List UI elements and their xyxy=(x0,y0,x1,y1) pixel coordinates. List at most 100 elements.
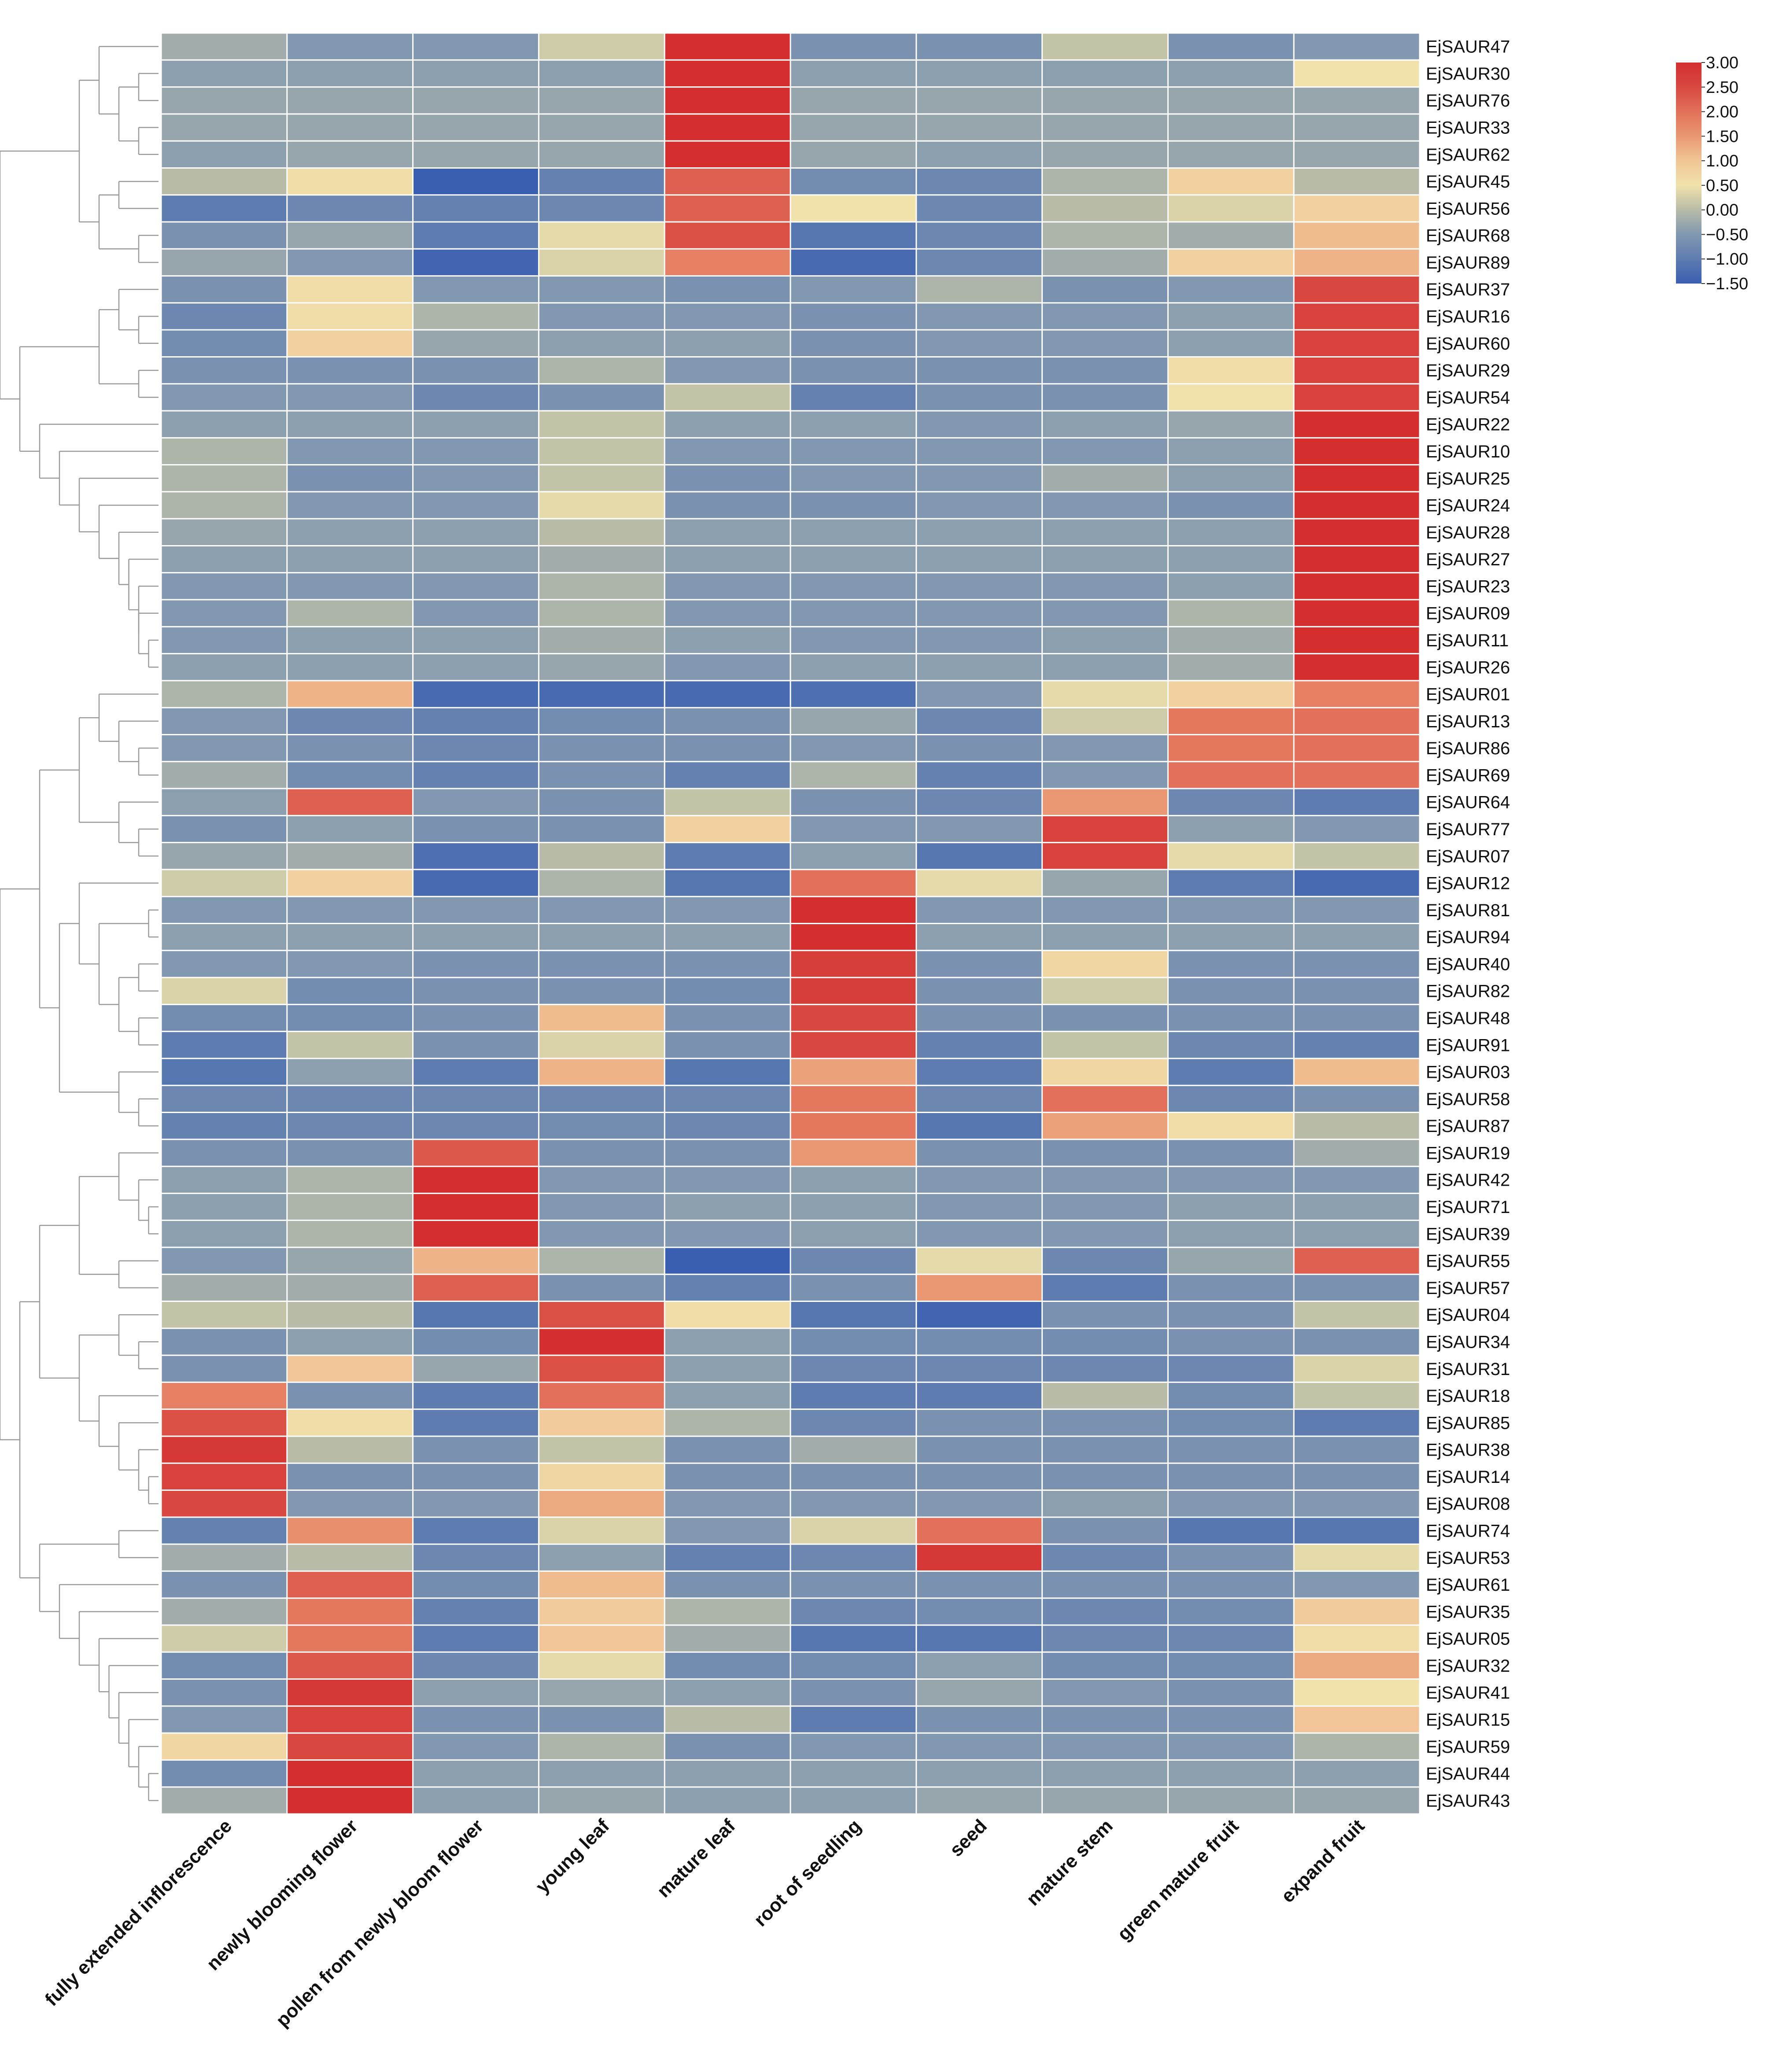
heatmap-cell xyxy=(790,276,917,303)
heatmap-cell xyxy=(1294,1706,1420,1733)
heatmap-cell xyxy=(664,330,791,357)
heatmap-cell xyxy=(539,1436,665,1464)
heatmap-cell xyxy=(1168,60,1294,88)
heatmap-cell xyxy=(1294,222,1420,249)
row-label: EjSAUR13 xyxy=(1426,712,1510,731)
heatmap-cell xyxy=(1294,1355,1420,1383)
row-label: EjSAUR19 xyxy=(1426,1143,1510,1163)
cell-gridlines xyxy=(160,32,1421,1815)
heatmap-cell xyxy=(1168,1193,1294,1221)
heatmap-cell xyxy=(664,1220,791,1248)
row-label: EjSAUR28 xyxy=(1426,523,1510,542)
heatmap-cell xyxy=(413,923,539,951)
heatmap-cell xyxy=(1042,923,1168,951)
heatmap-cell xyxy=(539,842,665,870)
heatmap-cell xyxy=(161,168,288,195)
heatmap-cell xyxy=(1294,195,1420,222)
heatmap-cell xyxy=(790,1301,917,1329)
row-label: EjSAUR24 xyxy=(1426,496,1510,516)
heatmap-cell xyxy=(413,1193,539,1221)
heatmap-cell xyxy=(1294,1409,1420,1437)
heatmap-cell xyxy=(664,1031,791,1059)
heatmap-cell xyxy=(413,168,539,195)
heatmap-cell xyxy=(916,842,1043,870)
heatmap-cell xyxy=(1042,60,1168,88)
heatmap-cell xyxy=(539,1409,665,1437)
heatmap-cell xyxy=(916,789,1043,816)
column-label: fully extended inflorescence xyxy=(41,1815,236,2010)
heatmap-cell xyxy=(161,1571,288,1599)
heatmap-cell xyxy=(664,1787,791,1814)
heatmap-cell xyxy=(413,1382,539,1410)
heatmap-cell xyxy=(790,87,917,114)
heatmap-cell xyxy=(664,1328,791,1356)
column-label: green mature fruit xyxy=(1113,1815,1243,1945)
heatmap-cell xyxy=(1294,276,1420,303)
heatmap-cell xyxy=(790,1382,917,1410)
colorbar-tick-label: 2.00 xyxy=(1706,103,1738,122)
row-label: EjSAUR53 xyxy=(1426,1548,1510,1568)
heatmap-cell xyxy=(916,572,1043,600)
heatmap-cell xyxy=(413,1355,539,1383)
row-label: EjSAUR15 xyxy=(1426,1710,1510,1729)
heatmap-cell xyxy=(1168,491,1294,519)
heatmap-cell xyxy=(1168,680,1294,708)
heatmap-cell xyxy=(916,1355,1043,1383)
heatmap-cell xyxy=(287,1652,413,1680)
heatmap-cell xyxy=(161,1517,288,1545)
heatmap-cell xyxy=(790,249,917,277)
heatmap-cell xyxy=(413,896,539,924)
heatmap-cell xyxy=(1294,60,1420,88)
heatmap-cell xyxy=(1168,519,1294,546)
heatmap-cell xyxy=(1168,1328,1294,1356)
heatmap-cell xyxy=(287,1733,413,1760)
heatmap-cell xyxy=(1168,708,1294,735)
heatmap-cell xyxy=(1294,600,1420,627)
heatmap-cell xyxy=(1042,1193,1168,1221)
heatmap-cell xyxy=(664,114,791,141)
row-label: EjSAUR94 xyxy=(1426,928,1510,947)
heatmap-cell xyxy=(1042,1517,1168,1545)
heatmap-cell xyxy=(664,411,791,438)
heatmap-cell xyxy=(287,1463,413,1491)
heatmap-cell xyxy=(664,1355,791,1383)
row-label: EjSAUR58 xyxy=(1426,1090,1510,1109)
heatmap-cell xyxy=(1168,1490,1294,1518)
heatmap-cell xyxy=(664,491,791,519)
heatmap-cell xyxy=(161,491,288,519)
row-label: EjSAUR56 xyxy=(1426,199,1510,218)
row-label: EjSAUR77 xyxy=(1426,820,1510,839)
colorbar-tick-label: 0.50 xyxy=(1706,177,1738,195)
heatmap-cell xyxy=(161,653,288,681)
heatmap-cell xyxy=(790,1760,917,1788)
heatmap-cell xyxy=(916,1409,1043,1437)
heatmap-cell xyxy=(790,302,917,330)
heatmap-cell xyxy=(539,761,665,789)
column-label: mature stem xyxy=(1022,1815,1117,1910)
heatmap-cell xyxy=(916,276,1043,303)
heatmap-cell xyxy=(161,627,288,654)
heatmap-cell xyxy=(161,708,288,735)
heatmap-cell xyxy=(161,438,288,465)
heatmap-cell xyxy=(287,222,413,249)
heatmap-cell xyxy=(1294,1220,1420,1248)
heatmap-cell xyxy=(287,1355,413,1383)
heatmap-cell xyxy=(664,1733,791,1760)
heatmap-cell xyxy=(790,950,917,978)
heatmap-cell xyxy=(916,357,1043,384)
heatmap-cell xyxy=(287,1490,413,1518)
heatmap-cell xyxy=(413,789,539,816)
heatmap-cell xyxy=(790,1328,917,1356)
heatmap-cell xyxy=(1168,1517,1294,1545)
heatmap-cell xyxy=(1168,842,1294,870)
heatmap-cell xyxy=(1042,1085,1168,1113)
heatmap-cell xyxy=(539,1571,665,1599)
heatmap-cell xyxy=(1294,734,1420,762)
row-label: EjSAUR76 xyxy=(1426,91,1510,111)
heatmap-cell xyxy=(1168,1787,1294,1814)
heatmap-cell xyxy=(664,1679,791,1707)
heatmap-cell xyxy=(916,249,1043,277)
heatmap-cell xyxy=(916,680,1043,708)
